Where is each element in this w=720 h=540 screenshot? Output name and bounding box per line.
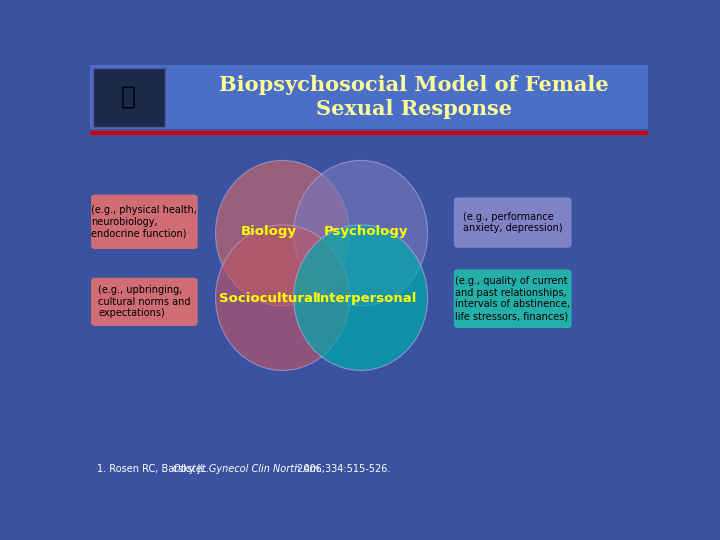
FancyBboxPatch shape bbox=[93, 68, 166, 127]
FancyBboxPatch shape bbox=[91, 194, 198, 249]
Text: (e.g., performance
anxiety, depression): (e.g., performance anxiety, depression) bbox=[463, 212, 562, 233]
FancyBboxPatch shape bbox=[90, 65, 648, 129]
Text: (e.g., upbringing,
cultural norms and
expectations): (e.g., upbringing, cultural norms and ex… bbox=[98, 285, 191, 319]
Text: 1. Rosen RC, Barsky JL.: 1. Rosen RC, Barsky JL. bbox=[96, 464, 212, 474]
Ellipse shape bbox=[215, 160, 349, 306]
Text: Biopsychosocial Model of Female
Sexual Response: Biopsychosocial Model of Female Sexual R… bbox=[219, 76, 608, 119]
Text: Obstet Gynecol Clin North Am.: Obstet Gynecol Clin North Am. bbox=[173, 464, 323, 474]
Text: Interpersonal: Interpersonal bbox=[315, 292, 417, 305]
FancyBboxPatch shape bbox=[454, 269, 572, 328]
Text: (e.g., physical health,
neurobiology,
endocrine function): (e.g., physical health, neurobiology, en… bbox=[91, 205, 197, 238]
Text: Biology: Biology bbox=[240, 225, 297, 238]
Text: 🧠: 🧠 bbox=[120, 85, 135, 109]
Ellipse shape bbox=[215, 225, 349, 370]
Ellipse shape bbox=[294, 160, 428, 306]
FancyBboxPatch shape bbox=[91, 278, 198, 326]
Ellipse shape bbox=[294, 225, 428, 370]
Text: 2006;334:515-526.: 2006;334:515-526. bbox=[294, 464, 390, 474]
Text: (e.g., quality of current
and past relationships,
intervals of abstinence,
life : (e.g., quality of current and past relat… bbox=[455, 276, 570, 321]
Text: Psychology: Psychology bbox=[324, 225, 408, 238]
FancyBboxPatch shape bbox=[454, 198, 572, 248]
Text: Sociocultural: Sociocultural bbox=[220, 292, 318, 305]
